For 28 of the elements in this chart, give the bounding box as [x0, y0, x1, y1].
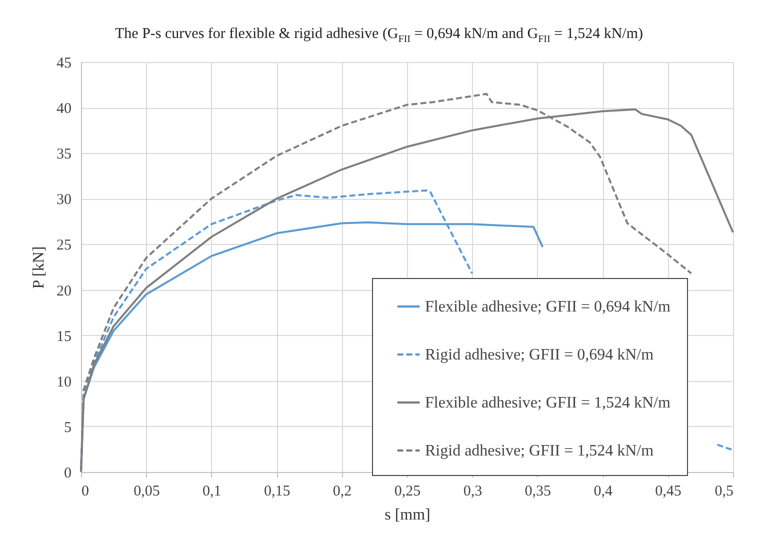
y-tick-label: 0 [64, 466, 72, 482]
y-tick-label: 5 [64, 420, 72, 436]
x-tick-label: 0,45 [655, 484, 682, 500]
legend-label: Rigid adhesive; GFII = 1,524 kN/m [425, 442, 654, 460]
legend-label: Flexible adhesive; GFII = 0,694 kN/m [425, 298, 671, 316]
x-tick-label: 0,2 [332, 484, 352, 500]
x-tick-label: 0,3 [463, 484, 482, 500]
x-tick-label: 0,15 [264, 484, 290, 500]
y-tick-label: 40 [56, 101, 72, 118]
x-tick-label: 0,25 [394, 484, 421, 500]
x-tick-label: 0,5 [714, 484, 734, 500]
y-tick-label: 35 [56, 146, 72, 163]
y-tick-label: 20 [56, 283, 72, 300]
y-tick-label: 45 [56, 56, 72, 72]
chart-title: The P-s curves for flexible & rigid adhesive (G$_{FII}$ = 0,694 kN/m and G$_{FII}$ = 1,524 kN/m) [114, 26, 644, 45]
y-axis-title: P [kN] [30, 246, 48, 289]
y-tick-label: 10 [56, 374, 72, 390]
y-tick-label: 25 [56, 238, 72, 254]
x-tick-label: 0,05 [134, 484, 160, 500]
x-tick-label: 0,35 [524, 484, 552, 500]
x-tick-label: 0 [82, 484, 89, 500]
x-tick-label: 0,4 [594, 484, 613, 500]
y-tick-label: 15 [56, 328, 72, 345]
x-axis-title: s [mm] [384, 506, 430, 524]
x-tick-label: 0,1 [202, 484, 222, 500]
legend-label: Rigid adhesive; GFII = 0,694 kN/m [425, 346, 654, 364]
y-tick-label: 30 [56, 192, 72, 208]
legend-label: Flexible adhesive; GFII = 1,524 kN/m [425, 394, 671, 412]
